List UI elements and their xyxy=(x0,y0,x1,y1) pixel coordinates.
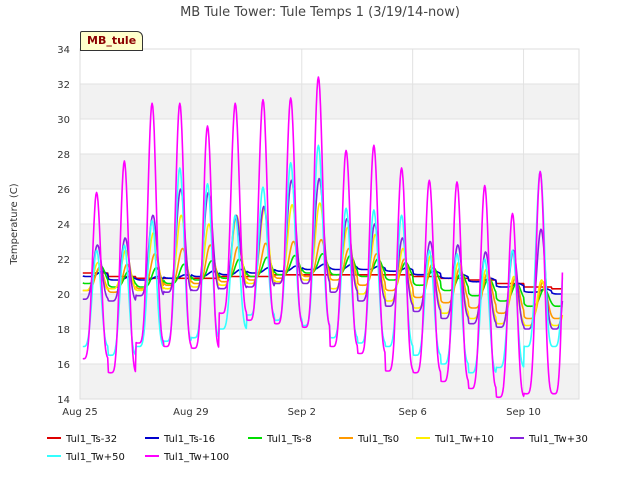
chart-svg: MB Tule Tower: Tule Temps 1 (3/19/14-now… xyxy=(9,5,580,418)
y-tick-label: 16 xyxy=(57,360,70,371)
y-tick-label: 20 xyxy=(57,290,70,301)
y-tick-label: 26 xyxy=(57,185,70,196)
legend-label: Tul1_Ts0 xyxy=(358,434,400,445)
legend-item: Tul1_Tw+100 xyxy=(145,452,229,466)
y-tick-labels: 14 16 18 20 22 24 26 28 30 32 34 xyxy=(57,45,70,406)
y-tick-label: 30 xyxy=(57,115,70,126)
legend-item: Tul1_Ts-8 xyxy=(248,434,312,448)
x-tick-label: Aug 29 xyxy=(173,407,208,418)
legend-swatch xyxy=(47,437,61,439)
legend-item: Tul1_Ts-32 xyxy=(47,434,117,448)
plot-background-bands xyxy=(80,49,579,399)
legend-label: Tul1_Tw+30 xyxy=(529,434,588,445)
y-tick-label: 22 xyxy=(57,255,70,266)
y-tick-label: 24 xyxy=(57,220,70,231)
y-tick-label: 18 xyxy=(57,325,70,336)
series-line-Tul1_Tw+50 xyxy=(82,144,564,374)
chart-title: MB Tule Tower: Tule Temps 1 (3/19/14-now… xyxy=(180,5,460,20)
legend-label: Tul1_Tw+50 xyxy=(66,452,125,463)
series-lines xyxy=(82,76,564,399)
legend-swatch xyxy=(416,437,430,439)
series-line-Tul1_Tw+100 xyxy=(82,76,564,399)
y-tick-label: 32 xyxy=(57,80,70,91)
legend-item: Tul1_Tw+10 xyxy=(416,434,494,448)
legend-label: Tul1_Tw+100 xyxy=(164,452,230,463)
legend-label: Tul1_Tw+10 xyxy=(435,434,494,445)
x-tick-label: Sep 2 xyxy=(288,407,316,418)
series-line-Tul1_Ts0 xyxy=(82,238,564,320)
x-tick-label: Sep 6 xyxy=(398,407,426,418)
y-axis-label: Temperature (C) xyxy=(9,183,20,265)
band xyxy=(80,224,579,259)
band xyxy=(80,119,579,154)
legend-label: Tul1_Ts-16 xyxy=(164,434,216,445)
legend-swatch xyxy=(510,437,524,439)
legend-item: Tul1_Tw+30 xyxy=(510,434,588,448)
station-badge: MB_tule xyxy=(80,31,144,51)
band xyxy=(80,84,579,119)
legend-item: Tul1_Ts0 xyxy=(339,434,399,448)
legend-swatch xyxy=(339,437,353,439)
y-tick-label: 34 xyxy=(57,45,70,56)
legend: Tul1_Ts-32 Tul1_Ts-16 Tul1_Ts-8 Tul1_Ts0 Tul… xyxy=(0,434,640,474)
y-tick-label: 28 xyxy=(57,150,70,161)
x-tick-label: Sep 10 xyxy=(506,407,541,418)
legend-swatch xyxy=(47,455,61,457)
x-tick-labels: Aug 25 Aug 29 Sep 2 Sep 6 Sep 10 xyxy=(62,407,541,418)
legend-swatch xyxy=(145,437,159,439)
band xyxy=(80,154,579,189)
x-tick-label: Aug 25 xyxy=(62,407,97,418)
band xyxy=(80,49,579,84)
legend-swatch xyxy=(248,437,262,439)
plot-frame xyxy=(79,48,580,400)
legend-item: Tul1_Ts-16 xyxy=(145,434,215,448)
band xyxy=(80,189,579,224)
legend-label: Tul1_Ts-32 xyxy=(66,434,118,445)
legend-label: Tul1_Ts-8 xyxy=(267,434,312,445)
legend-swatch xyxy=(145,455,159,457)
y-tick-label: 14 xyxy=(57,395,70,406)
legend-item: Tul1_Tw+50 xyxy=(47,452,125,466)
